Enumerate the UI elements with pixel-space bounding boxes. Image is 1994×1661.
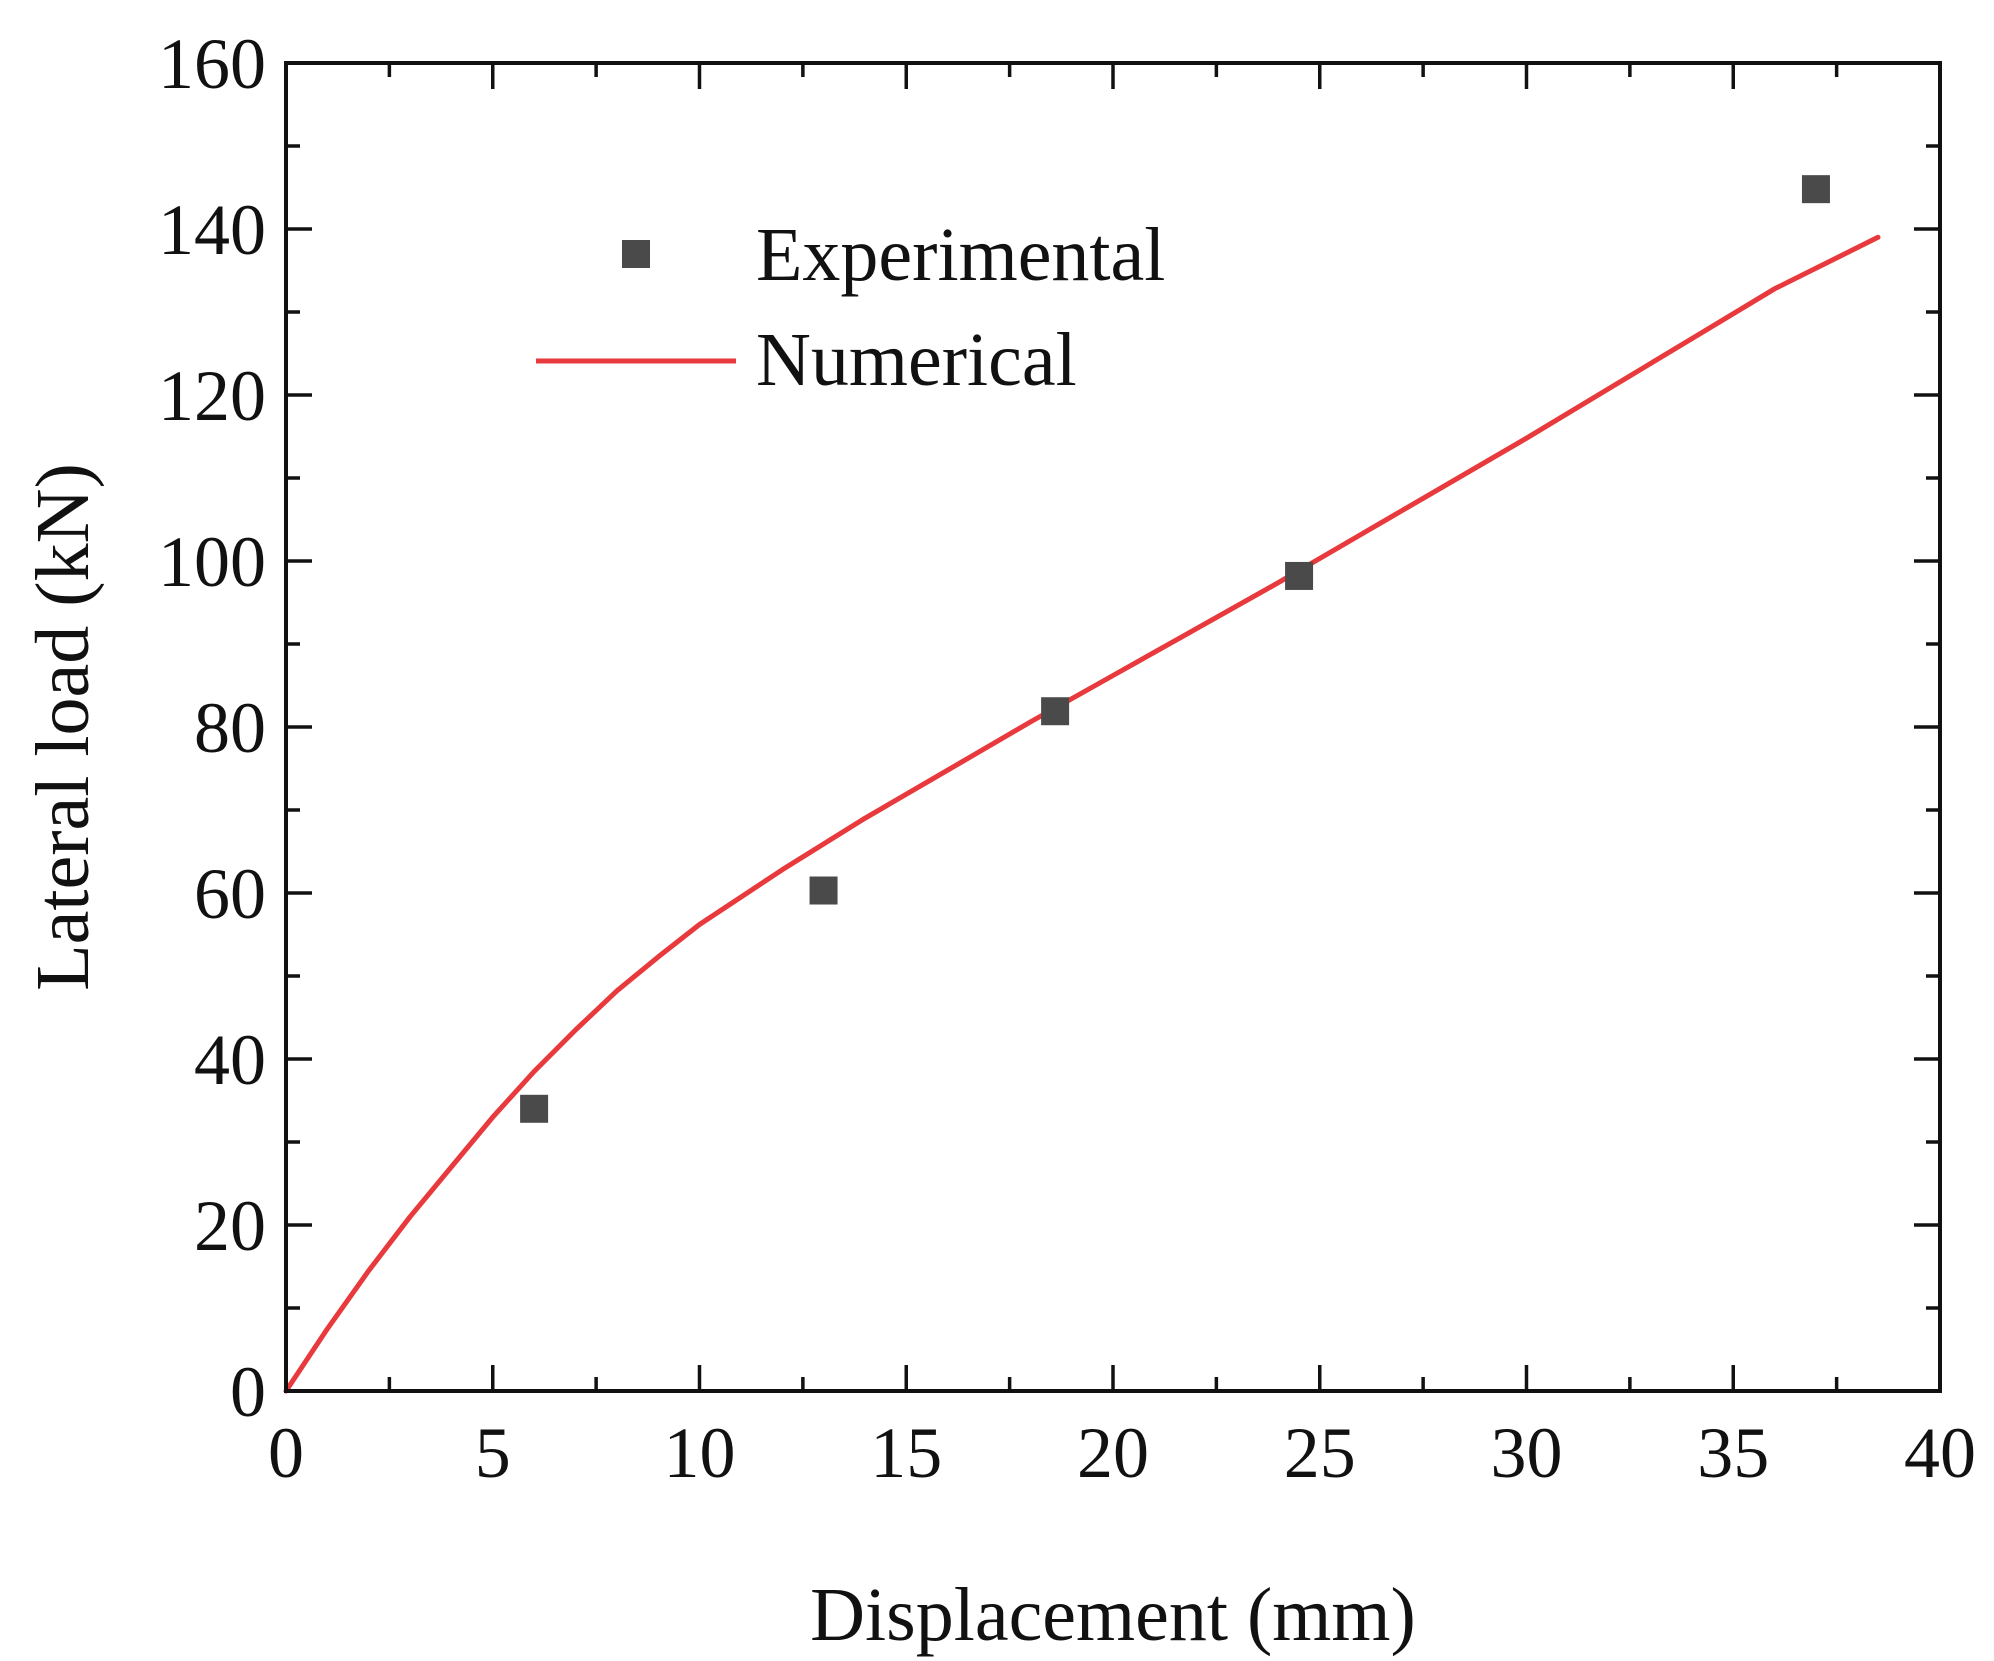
axis-ticks <box>284 61 1942 1393</box>
y-tick-label: 0 <box>230 1352 266 1432</box>
legend: Experimental Numerical <box>536 213 1165 402</box>
legend-marker-experimental <box>622 240 650 268</box>
tick-labels: 0 5 10 15 20 25 30 35 40 0 20 40 60 80 100 120 140 160 <box>158 24 1976 1493</box>
y-tick-label: 120 <box>158 356 266 436</box>
y-tick-label: 80 <box>194 688 266 768</box>
y-tick-label: 60 <box>194 854 266 934</box>
experimental-point <box>809 876 838 905</box>
y-tick-label: 20 <box>194 1186 266 1266</box>
y-tick-label: 100 <box>158 522 266 602</box>
x-tick-label: 5 <box>475 1413 511 1493</box>
plot-series <box>283 175 1881 1394</box>
y-tick-label: 160 <box>158 24 266 104</box>
y-tick-label: 140 <box>158 190 266 270</box>
x-tick-label: 25 <box>1284 1413 1356 1493</box>
x-tick-label: 15 <box>870 1413 942 1493</box>
legend-label-experimental: Experimental <box>756 213 1165 297</box>
experimental-point <box>1801 175 1830 204</box>
experimental-point <box>1285 561 1314 590</box>
y-tick-label: 40 <box>194 1020 266 1100</box>
x-tick-label: 10 <box>664 1413 736 1493</box>
experimental-point <box>1041 697 1070 726</box>
numerical-line <box>283 234 1881 1394</box>
x-axis-title: Displacement (mm) <box>810 1573 1416 1657</box>
legend-label-numerical: Numerical <box>756 318 1077 402</box>
x-tick-label: 35 <box>1697 1413 1769 1493</box>
x-tick-label: 40 <box>1904 1413 1976 1493</box>
x-tick-label: 20 <box>1077 1413 1149 1493</box>
x-tick-label: 30 <box>1491 1413 1563 1493</box>
y-axis-title: Lateral load (kN) <box>21 463 105 991</box>
experimental-point <box>520 1094 549 1123</box>
plot-frame <box>284 61 1942 1393</box>
x-tick-label: 0 <box>268 1413 304 1493</box>
